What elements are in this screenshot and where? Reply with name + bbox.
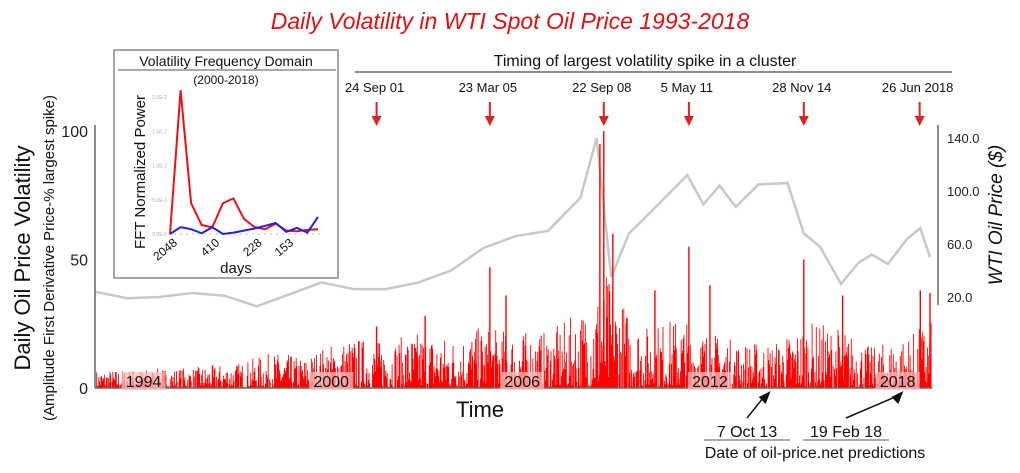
y2-axis-label: WTI Oil Price ($) xyxy=(986,145,1007,285)
inset-series-line xyxy=(169,216,319,236)
spike-date-label: 24 Sep 01 xyxy=(345,80,404,95)
year-label: 2006 xyxy=(504,374,540,391)
inset-subtitle: (2000-2018) xyxy=(193,73,258,87)
spike-arrow-icon xyxy=(371,116,382,126)
spike-timing-heading: Timing of largest volatility spike in a … xyxy=(494,53,797,70)
year-labels: 1994 2000 2006 2012 2018 xyxy=(121,372,920,391)
prediction-arrow-shaft xyxy=(845,395,898,419)
inset-y-tick: 0.0E-0 xyxy=(152,232,167,238)
spike-events: 24 Sep 01 23 Mar 05 22 Sep 08 5 May 11 28 No… xyxy=(345,80,954,126)
inset-y-tick: 1.0E-2 xyxy=(152,164,167,170)
spike-date-label: 22 Sep 08 xyxy=(572,80,631,95)
y2-tick-label: 100.0 xyxy=(947,184,980,199)
inset-y-tick: 5.0E-3 xyxy=(152,198,167,204)
volatility-bars xyxy=(96,277,933,388)
year-label: 2018 xyxy=(880,374,916,391)
year-label-bg xyxy=(309,372,354,390)
spike-date-label: 26 Jun 2018 xyxy=(882,80,954,95)
chart-title: Daily Volatility in WTI Spot Oil Price 1… xyxy=(271,8,750,34)
inset-title: Volatility Frequency Domain xyxy=(139,53,313,69)
spike-arrow-icon xyxy=(484,116,495,126)
spike-arrow-icon xyxy=(598,116,609,126)
year-label: 2012 xyxy=(692,374,728,391)
inset-x-label: days xyxy=(220,260,252,277)
spike-arrow-icon xyxy=(683,116,694,126)
spike-date-label: 5 May 11 xyxy=(661,80,714,95)
spike-arrow-icon xyxy=(914,116,925,126)
price-line xyxy=(94,137,932,308)
y-tick-label: 50 xyxy=(70,253,88,270)
inset-series-line xyxy=(169,90,319,235)
spike-arrow-icon xyxy=(798,116,809,126)
main-plot xyxy=(94,131,933,388)
inset-y-tick: 2.0E-2 xyxy=(152,95,167,101)
y2-tick-label: 20.0 xyxy=(947,290,972,305)
y-tick-label: 100 xyxy=(61,124,88,141)
year-label-bg xyxy=(875,372,920,390)
prediction-date: 7 Oct 13 xyxy=(717,424,778,441)
year-label-bg xyxy=(121,372,166,390)
predictions: 7 Oct 13 19 Feb 18 xyxy=(704,391,904,441)
spike-date-label: 23 Mar 05 xyxy=(459,80,518,95)
year-label: 1994 xyxy=(126,374,162,391)
prediction-date: 19 Feb 18 xyxy=(810,424,882,441)
prediction-arrow-icon xyxy=(891,391,904,404)
x-axis-label: Time xyxy=(456,397,504,422)
y2-tick-label: 140.0 xyxy=(947,131,980,146)
year-label: 2000 xyxy=(313,374,349,391)
inset-y-tick: 1.5E-2 xyxy=(152,129,167,135)
prediction-arrow-icon xyxy=(758,391,771,404)
y-tick-label: 0 xyxy=(79,381,88,398)
inset-frame xyxy=(113,49,339,279)
y-axis-sublabel: (Amplitude First Derivative Price-% larg… xyxy=(41,95,58,421)
y-axis-label: Daily Oil Price Volatility xyxy=(10,146,35,371)
y-axis-ticks: 0 50 100 20.0 60.0 100.0 140.0 xyxy=(61,124,979,398)
year-label-bg xyxy=(500,372,545,390)
predictions-caption: Date of oil-price.net predictions xyxy=(705,445,926,462)
spike-date-label: 28 Nov 14 xyxy=(772,80,831,95)
inset-y-label: FFT Normalized Power xyxy=(132,95,149,249)
frequency-inset: Volatility Frequency Domain (2000-2018) … xyxy=(113,49,339,279)
y2-tick-label: 60.0 xyxy=(947,237,972,252)
year-label-bg xyxy=(687,372,732,390)
